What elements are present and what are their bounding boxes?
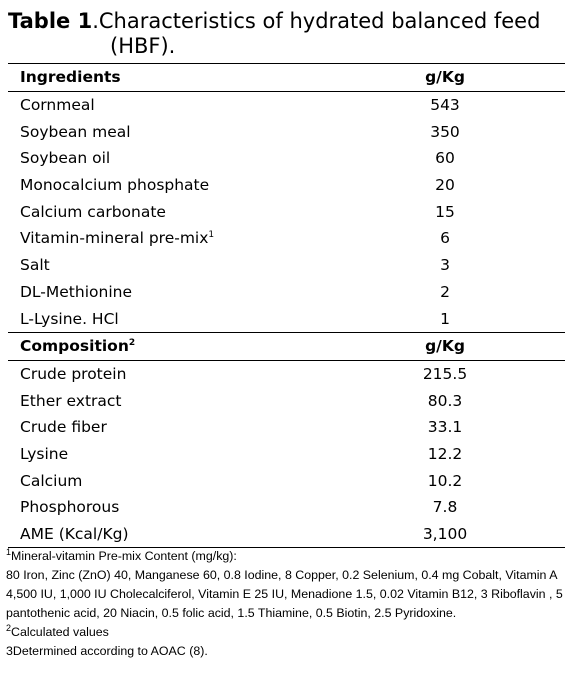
table-title-continuation: (HBF).	[110, 34, 176, 58]
row-value: 215.5	[422, 364, 468, 383]
row-value: 33.1	[427, 418, 463, 437]
row-value: 15	[435, 202, 455, 221]
row-name: Calcium carbonate	[20, 202, 166, 221]
table-caption: Table 1.Characteristics of hydrated bala…	[8, 9, 568, 59]
table-row: Lysine 12.2	[8, 441, 565, 468]
table-row: Salt 3	[8, 252, 565, 279]
row-name: Crude protein	[20, 364, 127, 383]
section-header-unit: g/Kg	[345, 332, 565, 361]
section-header-row: Ingredients g/Kg	[8, 63, 565, 92]
row-value: 543	[430, 96, 460, 115]
table-row: Cornmeal 543	[8, 91, 565, 118]
table-label: Table 1	[8, 9, 93, 33]
table-row: Ether extract 80.3	[8, 387, 565, 414]
table-row: DL-Methionine 2	[8, 279, 565, 306]
row-value: 2	[440, 282, 450, 301]
row-value: 6	[440, 229, 450, 248]
table-row: Crude fiber 33.1	[8, 414, 565, 441]
row-value: 10.2	[427, 471, 463, 490]
section-header-unit: g/Kg	[345, 63, 565, 92]
table-row: Soybean oil 60	[8, 145, 565, 172]
row-name: Soybean meal	[20, 122, 131, 141]
table-row: Calcium 10.2	[8, 467, 565, 494]
table-row: Calcium carbonate 15	[8, 198, 565, 225]
row-name: DL-Methionine	[20, 282, 132, 301]
table-row: L-Lysine. HCl 1	[8, 305, 565, 333]
row-name: Cornmeal	[20, 96, 95, 115]
row-name: Ether extract	[20, 391, 122, 410]
footnote-2-marker: 2	[6, 622, 12, 633]
table-footnotes: 1Mineral-vitamin Pre-mix Content (mg/kg)…	[6, 547, 571, 661]
row-name: Calcium	[20, 471, 83, 490]
section-header-row: Composition2 g/Kg	[8, 332, 565, 361]
row-value: 3,100	[345, 520, 565, 549]
footnote-1-marker: 1	[6, 546, 12, 557]
footnote-3: 3Determined according to AOAC (8).	[6, 644, 208, 658]
row-name: Monocalcium phosphate	[20, 176, 210, 195]
table-row: Soybean meal 350	[8, 118, 565, 145]
row-name: Vitamin-mineral pre-mix1	[20, 229, 215, 248]
row-value: 12.2	[427, 444, 463, 463]
row-name: Crude fiber	[20, 418, 107, 437]
row-name: L-Lysine. HCl	[8, 305, 345, 333]
row-value: 3	[440, 256, 450, 275]
section-header-name: Composition2	[8, 332, 345, 361]
row-value: 80.3	[427, 391, 463, 410]
feed-composition-table: Ingredients g/Kg Cornmeal 543 Soybean meal 35…	[8, 63, 565, 549]
table-row: Phosphorous 7.8	[8, 494, 565, 521]
footnote-1-title: 1Mineral-vitamin Pre-mix Content (mg/kg)…	[6, 546, 237, 563]
row-value: 60	[435, 149, 455, 168]
table-row: Crude protein 215.5	[8, 360, 565, 387]
row-name: Lysine	[20, 444, 69, 463]
row-name: Phosphorous	[20, 498, 120, 517]
row-name: AME (Kcal/Kg)	[8, 520, 345, 549]
table-title: .Characteristics of hydrated balanced fe…	[92, 9, 541, 33]
table-row: Monocalcium phosphate 20	[8, 172, 565, 199]
table-row: Vitamin-mineral pre-mix1 6	[8, 225, 565, 252]
footnote-1-body: 80 Iron, Zinc (ZnO) 40, Manganese 60, 0.…	[6, 568, 563, 620]
row-value: 7.8	[432, 498, 458, 517]
row-value: 350	[430, 122, 460, 141]
row-name: Salt	[20, 256, 50, 275]
row-value: 20	[435, 176, 455, 195]
table-row: AME (Kcal/Kg) 3,100	[8, 520, 565, 549]
row-name: Soybean oil	[20, 149, 111, 168]
section-header-name: Ingredients	[8, 63, 345, 92]
row-value: 1	[345, 305, 565, 333]
footnote-2: 2Calculated values	[6, 622, 109, 639]
